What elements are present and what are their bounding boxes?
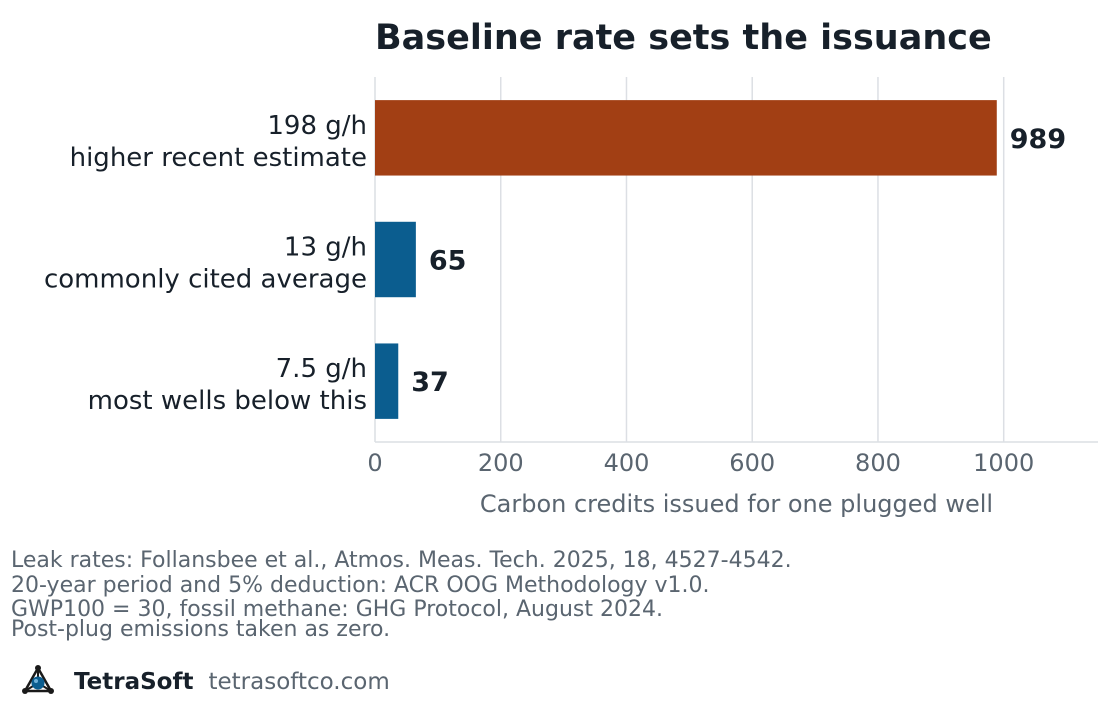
x-tick-label: 800 [855,449,901,477]
note-line: GWP100 = 30, fossil methane: GHG Protoco… [11,597,663,622]
x-tick-label: 0 [367,449,382,477]
x-tick-label: 200 [478,449,524,477]
note-line: 20-year period and 5% deduction: ACR OOG… [11,573,710,598]
x-tick-label: 400 [604,449,650,477]
y-category-label: 198 g/h [267,111,367,141]
brand-name: TetraSoft [74,669,194,695]
bar [375,343,399,419]
bar [375,221,416,298]
note-line: Leak rates: Follansbee et al., Atmos. Me… [11,548,792,573]
tetrahedron-logo-icon [20,664,56,700]
y-category-label: 7.5 g/h [276,354,367,384]
brand-url[interactable]: tetrasoftco.com [208,669,390,695]
x-axis-label: Carbon credits issued for one plugged we… [480,490,993,518]
x-tick-label: 1000 [973,449,1034,477]
chart-title: Baseline rate sets the issuance [375,18,992,58]
bar-chart: Baseline rate sets the issuance 0 200 400 60… [44,18,1098,518]
y-category-sublabel: most wells below this [88,386,367,416]
bar-value-label: 65 [429,246,467,277]
bar [375,100,997,176]
note-line: Post-plug emissions taken as zero. [11,617,391,642]
y-category-sublabel: higher recent estimate [70,143,367,173]
x-tick-label: 600 [729,449,775,477]
brand: TetraSoft tetrasoftco.com [20,664,390,700]
y-category-sublabel: commonly cited average [44,265,367,295]
y-category-label: 13 g/h [284,233,367,263]
source-notes: Leak rates: Follansbee et al., Atmos. Me… [11,548,792,642]
bar-value-label: 37 [411,367,449,398]
bar-value-label: 989 [1010,124,1066,155]
